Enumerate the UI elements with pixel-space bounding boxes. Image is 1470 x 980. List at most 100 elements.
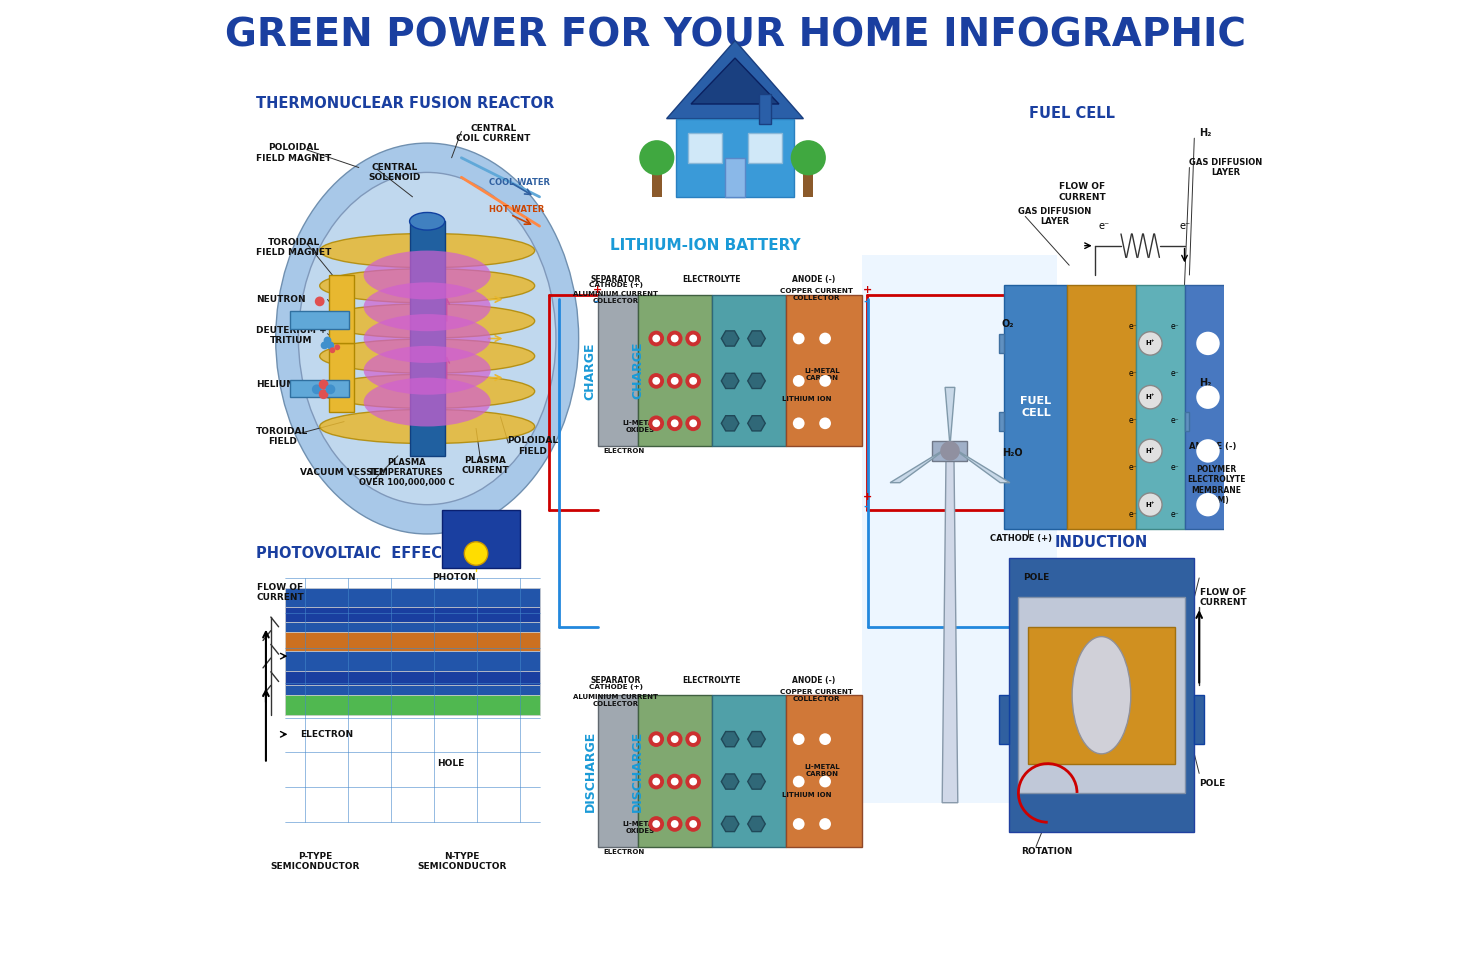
FancyBboxPatch shape [598, 295, 638, 446]
Circle shape [1197, 385, 1220, 409]
Text: POLE: POLE [1200, 779, 1226, 788]
Circle shape [670, 419, 679, 427]
FancyBboxPatch shape [785, 295, 861, 446]
Text: PLASMA
TEMPERATURES
OVER 100,000,000 C: PLASMA TEMPERATURES OVER 100,000,000 C [359, 458, 454, 487]
FancyBboxPatch shape [1019, 598, 1185, 793]
Text: e⁻: e⁻ [1129, 369, 1136, 378]
Text: POLE: POLE [1023, 573, 1050, 582]
Polygon shape [722, 774, 739, 789]
FancyBboxPatch shape [638, 695, 711, 847]
Text: DEUTERIUM +
TRITIUM: DEUTERIUM + TRITIUM [256, 326, 326, 345]
Circle shape [325, 384, 335, 394]
Text: e⁻: e⁻ [1129, 463, 1136, 472]
Text: +: + [594, 284, 603, 295]
FancyBboxPatch shape [785, 695, 861, 847]
Text: LITHIUM ION: LITHIUM ION [782, 396, 832, 402]
Text: -: - [594, 296, 598, 307]
Text: H₂O: H₂O [1001, 448, 1023, 458]
Circle shape [685, 416, 701, 431]
Ellipse shape [298, 172, 556, 505]
Circle shape [648, 416, 664, 431]
Text: ELECTROLYTE: ELECTROLYTE [682, 676, 741, 685]
Polygon shape [285, 652, 539, 670]
Circle shape [689, 778, 697, 785]
Text: ALUMINIUM CURRENT
COLLECTOR: ALUMINIUM CURRENT COLLECTOR [573, 291, 659, 304]
Circle shape [689, 419, 697, 427]
Circle shape [670, 735, 679, 743]
FancyBboxPatch shape [998, 412, 1004, 431]
Circle shape [648, 774, 664, 789]
Circle shape [653, 778, 660, 785]
FancyBboxPatch shape [638, 295, 711, 446]
Circle shape [792, 818, 804, 830]
Text: ELECTRON: ELECTRON [603, 849, 644, 855]
Circle shape [689, 334, 697, 342]
Polygon shape [285, 632, 539, 652]
Polygon shape [285, 685, 539, 695]
Text: ANODE (-): ANODE (-) [791, 275, 835, 284]
Circle shape [1197, 493, 1220, 516]
Text: VACUUM VESSEL: VACUUM VESSEL [300, 467, 385, 477]
Text: LITHIUM-ION BATTERY: LITHIUM-ION BATTERY [610, 238, 801, 253]
Text: -: - [863, 296, 867, 307]
Text: PLASMA
CURRENT: PLASMA CURRENT [462, 456, 509, 475]
Text: GREEN POWER FOR YOUR HOME INFOGRAPHIC: GREEN POWER FOR YOUR HOME INFOGRAPHIC [225, 17, 1245, 55]
FancyBboxPatch shape [998, 333, 1004, 353]
Text: LI-METAL
OXIDES: LI-METAL OXIDES [623, 820, 659, 834]
Text: e⁻: e⁻ [1170, 463, 1179, 472]
Ellipse shape [319, 269, 535, 303]
Circle shape [653, 377, 660, 385]
Text: CATHODE (+): CATHODE (+) [991, 534, 1053, 543]
Text: e⁻: e⁻ [1170, 510, 1179, 519]
Circle shape [685, 731, 701, 747]
Text: ROTATION: ROTATION [1022, 847, 1073, 857]
Text: PHOTON: PHOTON [432, 573, 476, 582]
Text: H₂: H₂ [1200, 128, 1211, 138]
Ellipse shape [363, 346, 491, 395]
Text: e⁻: e⁻ [1129, 322, 1136, 331]
Circle shape [667, 816, 682, 832]
Text: ELECTRON: ELECTRON [603, 448, 644, 454]
Circle shape [670, 377, 679, 385]
Text: e⁻: e⁻ [1170, 416, 1179, 425]
Text: LI-METAL
CARBON: LI-METAL CARBON [804, 368, 839, 381]
Text: ANODE (-): ANODE (-) [791, 676, 835, 685]
FancyBboxPatch shape [1008, 559, 1194, 832]
Polygon shape [748, 331, 766, 346]
Circle shape [323, 336, 331, 344]
FancyBboxPatch shape [711, 695, 785, 847]
Circle shape [1139, 331, 1163, 355]
Text: GAS DIFFUSION
LAYER: GAS DIFFUSION LAYER [1019, 207, 1092, 226]
Text: ALUMINIUM CURRENT
COLLECTOR: ALUMINIUM CURRENT COLLECTOR [573, 694, 659, 707]
Text: H⁺: H⁺ [1145, 340, 1155, 346]
Text: +: + [863, 492, 872, 502]
Text: NEUTRON: NEUTRON [256, 295, 306, 304]
Text: FLOW OF
CURRENT: FLOW OF CURRENT [1200, 588, 1247, 608]
FancyBboxPatch shape [1067, 285, 1136, 529]
FancyBboxPatch shape [748, 133, 782, 163]
Circle shape [667, 774, 682, 789]
Polygon shape [748, 774, 766, 789]
Text: HOLE: HOLE [437, 760, 465, 768]
Circle shape [689, 735, 697, 743]
Circle shape [319, 389, 328, 399]
Polygon shape [945, 387, 956, 446]
Circle shape [792, 776, 804, 787]
Text: LI-METAL
OXIDES: LI-METAL OXIDES [623, 420, 659, 433]
FancyBboxPatch shape [711, 295, 785, 446]
Polygon shape [748, 816, 766, 832]
FancyBboxPatch shape [1136, 285, 1185, 529]
FancyBboxPatch shape [410, 221, 445, 456]
FancyBboxPatch shape [598, 695, 638, 847]
Ellipse shape [319, 374, 535, 409]
Circle shape [819, 818, 831, 830]
Text: SEPARATOR: SEPARATOR [591, 676, 641, 685]
Circle shape [648, 816, 664, 832]
Text: ELECTROMAGNETIC
INDUCTION: ELECTROMAGNETIC INDUCTION [1022, 517, 1182, 550]
Text: COPPER CURRENT
COLLECTOR: COPPER CURRENT COLLECTOR [779, 689, 853, 702]
Polygon shape [285, 622, 539, 632]
Text: e⁻: e⁻ [1098, 221, 1110, 231]
Text: -: - [863, 502, 867, 512]
Circle shape [792, 332, 804, 344]
Circle shape [1197, 331, 1220, 355]
